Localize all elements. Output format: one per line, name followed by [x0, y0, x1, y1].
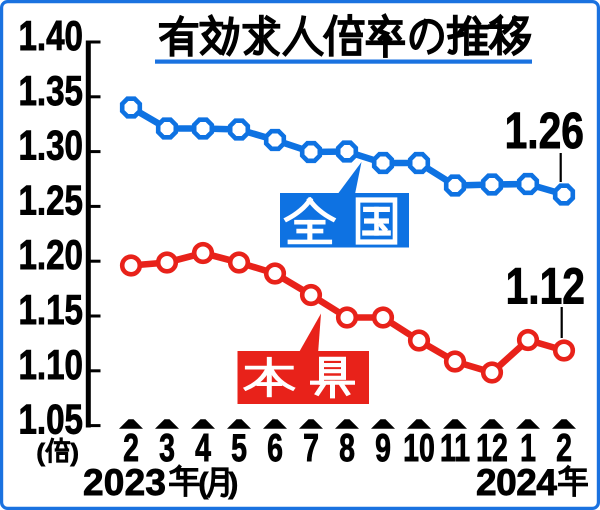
- svg-text:(: (: [37, 439, 46, 467]
- svg-text:5: 5: [231, 427, 247, 470]
- svg-text:1.25: 1.25: [18, 178, 83, 225]
- svg-text:1.15: 1.15: [18, 287, 83, 334]
- svg-text:11: 11: [440, 427, 470, 470]
- svg-text:): ): [229, 468, 239, 500]
- svg-text:1: 1: [520, 427, 536, 470]
- svg-text:1.35: 1.35: [18, 68, 83, 115]
- svg-text:2023: 2023: [83, 462, 166, 503]
- svg-text:1.30: 1.30: [18, 123, 83, 170]
- svg-text:1.10: 1.10: [18, 342, 83, 389]
- svg-text:1.12: 1.12: [506, 257, 585, 314]
- svg-text:3: 3: [159, 427, 175, 470]
- svg-text:): ): [71, 439, 79, 467]
- svg-text:8: 8: [339, 427, 355, 470]
- svg-text:6: 6: [267, 427, 283, 470]
- svg-text:10: 10: [403, 427, 435, 470]
- svg-text:9: 9: [375, 427, 391, 470]
- svg-text:12: 12: [476, 427, 508, 470]
- svg-text:1.40: 1.40: [18, 13, 83, 60]
- svg-text:7: 7: [303, 427, 319, 470]
- svg-text:2: 2: [556, 427, 572, 470]
- svg-text:(: (: [199, 468, 209, 500]
- svg-text:1.26: 1.26: [505, 102, 584, 159]
- svg-text:2024: 2024: [476, 462, 557, 503]
- svg-text:1.05: 1.05: [18, 397, 83, 444]
- svg-text:1.20: 1.20: [18, 233, 83, 280]
- svg-text:2: 2: [123, 427, 139, 470]
- svg-text:4: 4: [195, 427, 211, 470]
